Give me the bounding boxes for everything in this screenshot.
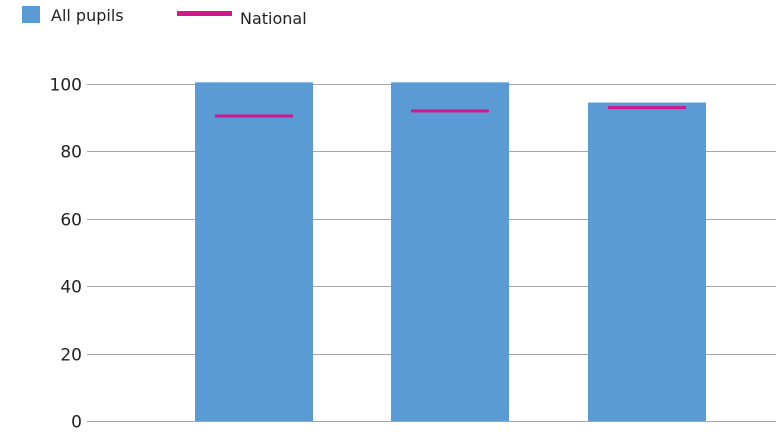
y-tick-label: 60 xyxy=(60,211,82,231)
y-tick-label: 20 xyxy=(60,346,82,366)
y-axis-ticks: 0 20 40 60 80 100 xyxy=(50,76,82,433)
marker-national-2 xyxy=(411,109,489,113)
national-markers xyxy=(215,106,686,118)
legend-swatch-all-pupils xyxy=(22,6,40,23)
legend: All pupils National xyxy=(22,6,307,28)
bar-all-pupils-2 xyxy=(391,82,509,421)
y-tick-label: 80 xyxy=(60,143,82,163)
bars xyxy=(195,82,706,421)
bar-all-pupils-1 xyxy=(195,82,313,421)
bar-all-pupils-3 xyxy=(588,102,706,421)
marker-national-3 xyxy=(608,106,686,110)
legend-label-all-pupils: All pupils xyxy=(51,6,124,25)
y-tick-label: 100 xyxy=(50,76,82,96)
legend-swatch-national xyxy=(177,11,232,16)
y-tick-label: 40 xyxy=(60,278,82,298)
y-tick-label: 0 xyxy=(71,413,82,433)
marker-national-1 xyxy=(215,114,293,118)
legend-label-national: National xyxy=(240,9,307,28)
